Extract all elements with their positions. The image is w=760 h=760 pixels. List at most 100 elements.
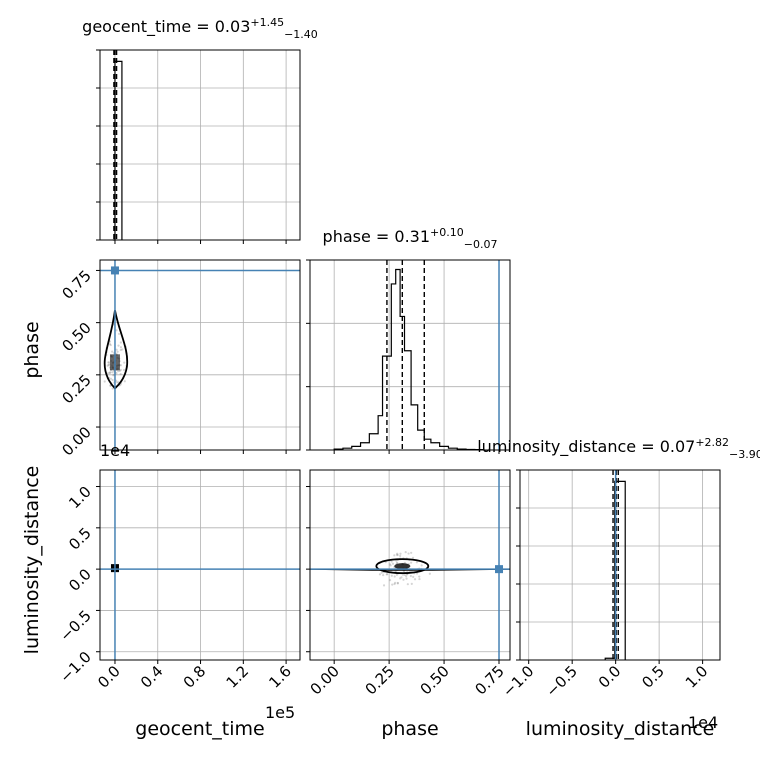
panel-ld-vs-geocent-time: 0.0 0.4 0.8 1.2 1.6−1.0−0.50.00.51.0	[56, 469, 301, 692]
ylabel-phase: phase	[21, 321, 43, 378]
ylabel-luminosity-distance: luminosity_distance	[21, 466, 43, 655]
panel-bg	[100, 470, 300, 660]
sample-point	[413, 578, 417, 581]
panel-border	[99, 49, 301, 241]
y-tick-label: −1.0	[56, 648, 94, 686]
sample-point	[123, 361, 126, 364]
sample-point	[119, 341, 122, 344]
sample-point	[402, 578, 405, 581]
panel-bg	[100, 50, 300, 240]
sample-point	[116, 350, 119, 353]
sample-point	[396, 581, 399, 585]
xlabel-geocent-time: geocent_time	[135, 718, 264, 740]
sample-point	[410, 561, 413, 564]
sample-point	[108, 371, 112, 375]
sample-point	[115, 348, 118, 351]
sample-point	[112, 374, 115, 377]
sample-point	[396, 582, 399, 585]
sample-point	[406, 583, 409, 586]
sample-point	[415, 572, 419, 575]
sample-point	[418, 575, 421, 578]
sample-point	[109, 371, 112, 374]
x-tick-label: 0.00	[307, 662, 343, 698]
sample-point	[386, 573, 389, 576]
sample-point	[117, 332, 121, 336]
sample-point	[111, 378, 114, 382]
y-tick-label: −0.5	[56, 607, 94, 645]
sample-point	[378, 573, 382, 576]
y-tick-label: 0.0	[65, 565, 95, 595]
sample-point	[109, 377, 113, 380]
sample-point	[119, 346, 123, 349]
offset-ld-x: 1e4	[688, 713, 718, 732]
contour-inner	[394, 563, 411, 570]
sample-point	[411, 556, 415, 559]
sample-point	[399, 577, 402, 580]
panel-geocent-time-hist	[96, 49, 301, 244]
sample-point	[403, 573, 406, 577]
panel-phase-vs-geocent-time: 0.00 0.25 0.50 0.75	[58, 259, 301, 459]
panel-ld-hist: −1.0 −0.5 0.0 0.5 1.0	[499, 469, 721, 701]
panel-bg	[520, 470, 720, 660]
x-tick-label: 1.2	[223, 662, 253, 692]
sample-point	[405, 577, 408, 580]
sample-point	[395, 562, 398, 565]
sample-point	[390, 560, 393, 563]
sample-point	[119, 364, 122, 367]
sample-point	[109, 343, 112, 347]
sample-point	[108, 342, 112, 346]
panels: 0.000.250.500.750.0 0.4 0.8 1.2 1.6−1.0−0.50…	[56, 49, 721, 701]
sample-point	[393, 575, 396, 578]
sample-point	[118, 369, 121, 373]
panel-border	[309, 469, 511, 661]
sample-point	[391, 562, 395, 565]
title-geocent-time: geocent_time = 0.03+1.45−1.40	[82, 16, 318, 41]
y-tick-label: 0.5	[65, 524, 95, 554]
sample-point	[117, 370, 120, 373]
sample-point	[103, 380, 106, 383]
y-tick-label: 0.00	[58, 423, 94, 459]
truth-marker	[110, 266, 119, 275]
sample-point	[390, 574, 393, 577]
panel-bg	[100, 260, 300, 450]
x-tick-label: 0.0	[94, 662, 124, 692]
offset-gt-x: 1e5	[265, 703, 295, 722]
sample-point	[409, 574, 412, 578]
x-tick-label: 0.4	[137, 662, 167, 692]
sample-point	[420, 564, 423, 567]
histogram-step	[333, 268, 485, 451]
panel-border	[99, 259, 301, 451]
sample-point	[410, 582, 413, 585]
sample-point	[111, 350, 114, 353]
x-tick-label: 1.6	[265, 662, 295, 692]
sample-point	[380, 571, 383, 574]
y-tick-label: 1.0	[65, 483, 95, 513]
sample-point	[412, 575, 415, 579]
sample-point	[389, 564, 392, 567]
histogram-step	[604, 480, 626, 660]
sample-point	[108, 363, 111, 366]
sample-point	[117, 344, 120, 347]
sample-point	[116, 381, 119, 384]
sample-point	[395, 553, 399, 556]
truth-marker	[495, 565, 504, 574]
sample-point	[107, 361, 110, 364]
sample-point	[382, 573, 385, 577]
sample-point	[382, 584, 386, 587]
sample-point	[405, 575, 408, 578]
sample-point	[396, 561, 399, 565]
panel-border	[519, 469, 721, 661]
x-tick-label: −1.0	[499, 662, 537, 700]
sample-point	[394, 581, 397, 584]
x-tick-label: 1.0	[682, 662, 712, 692]
sample-point	[399, 552, 402, 555]
sample-point	[401, 573, 404, 576]
contour-outer	[375, 558, 430, 575]
sample-point	[107, 363, 110, 366]
panel-ld-vs-phase: 0.00 0.25 0.50 0.75	[306, 469, 511, 698]
sample-point	[123, 380, 126, 383]
sample-point	[119, 348, 122, 352]
sample-point	[393, 554, 396, 557]
y-tick-label: 0.50	[58, 319, 94, 355]
